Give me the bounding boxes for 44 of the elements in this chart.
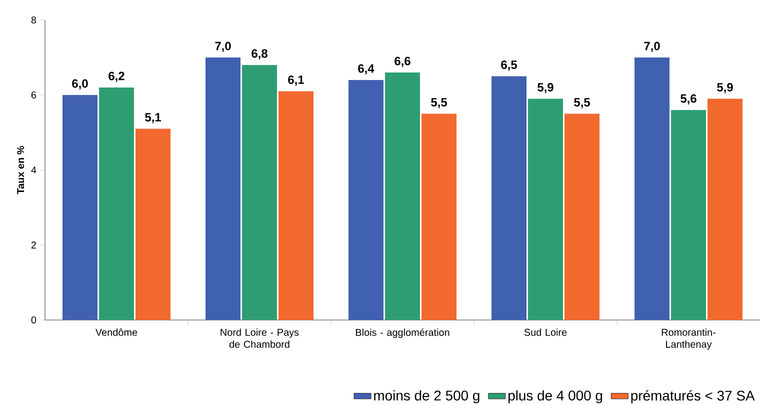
y-tick-label: 0 bbox=[31, 316, 36, 324]
bar bbox=[242, 65, 277, 320]
bar bbox=[62, 95, 98, 320]
data-label: 7,0 bbox=[644, 42, 660, 52]
legend-label: plus de 4 000 g bbox=[508, 390, 602, 404]
y-axis-title: Taux en % bbox=[17, 146, 24, 194]
data-label: 6,2 bbox=[108, 72, 124, 82]
x-tick-label: Sud Loire bbox=[524, 328, 567, 336]
y-tick-label: 8 bbox=[31, 16, 36, 24]
bar bbox=[492, 76, 526, 320]
bar bbox=[348, 80, 384, 320]
bar bbox=[385, 72, 420, 320]
bar bbox=[528, 98, 563, 320]
data-label: 5,6 bbox=[680, 94, 696, 104]
data-label: 6,8 bbox=[252, 49, 268, 60]
data-label: 6,5 bbox=[501, 60, 517, 71]
data-label: 5,9 bbox=[538, 83, 554, 94]
y-tick-label: 6 bbox=[31, 91, 36, 99]
data-label: 5,1 bbox=[145, 113, 161, 124]
data-label: 6,4 bbox=[358, 64, 374, 74]
data-label: 6,0 bbox=[72, 79, 88, 90]
legend-label: moins de 2 500 g bbox=[374, 390, 480, 404]
data-label: 5,9 bbox=[717, 83, 733, 94]
data-label: 5,5 bbox=[574, 98, 590, 108]
bar bbox=[708, 98, 743, 320]
x-tick-label: Romorantin-Lanthenay bbox=[662, 328, 716, 350]
x-tick-label: Vendôme bbox=[96, 328, 138, 336]
bar bbox=[634, 58, 670, 320]
data-label: 5,5 bbox=[431, 98, 447, 108]
bar bbox=[422, 114, 456, 320]
bar bbox=[136, 128, 170, 320]
y-tick-label: 2 bbox=[31, 242, 36, 248]
bar bbox=[671, 110, 706, 320]
bar bbox=[564, 114, 600, 320]
bar bbox=[206, 58, 240, 320]
y-tick-label: 4 bbox=[31, 166, 36, 174]
x-tick-label: Blois - agglomération bbox=[356, 328, 450, 338]
data-label: 7,0 bbox=[215, 42, 231, 52]
bar bbox=[278, 91, 314, 320]
legend-label: prématurés < 37 SA bbox=[631, 390, 755, 404]
data-label: 6,1 bbox=[288, 76, 304, 86]
x-tick-label: Nord Loire - Pays de Chambord bbox=[220, 328, 299, 348]
bar bbox=[99, 88, 134, 320]
data-label: 6,6 bbox=[394, 56, 410, 67]
